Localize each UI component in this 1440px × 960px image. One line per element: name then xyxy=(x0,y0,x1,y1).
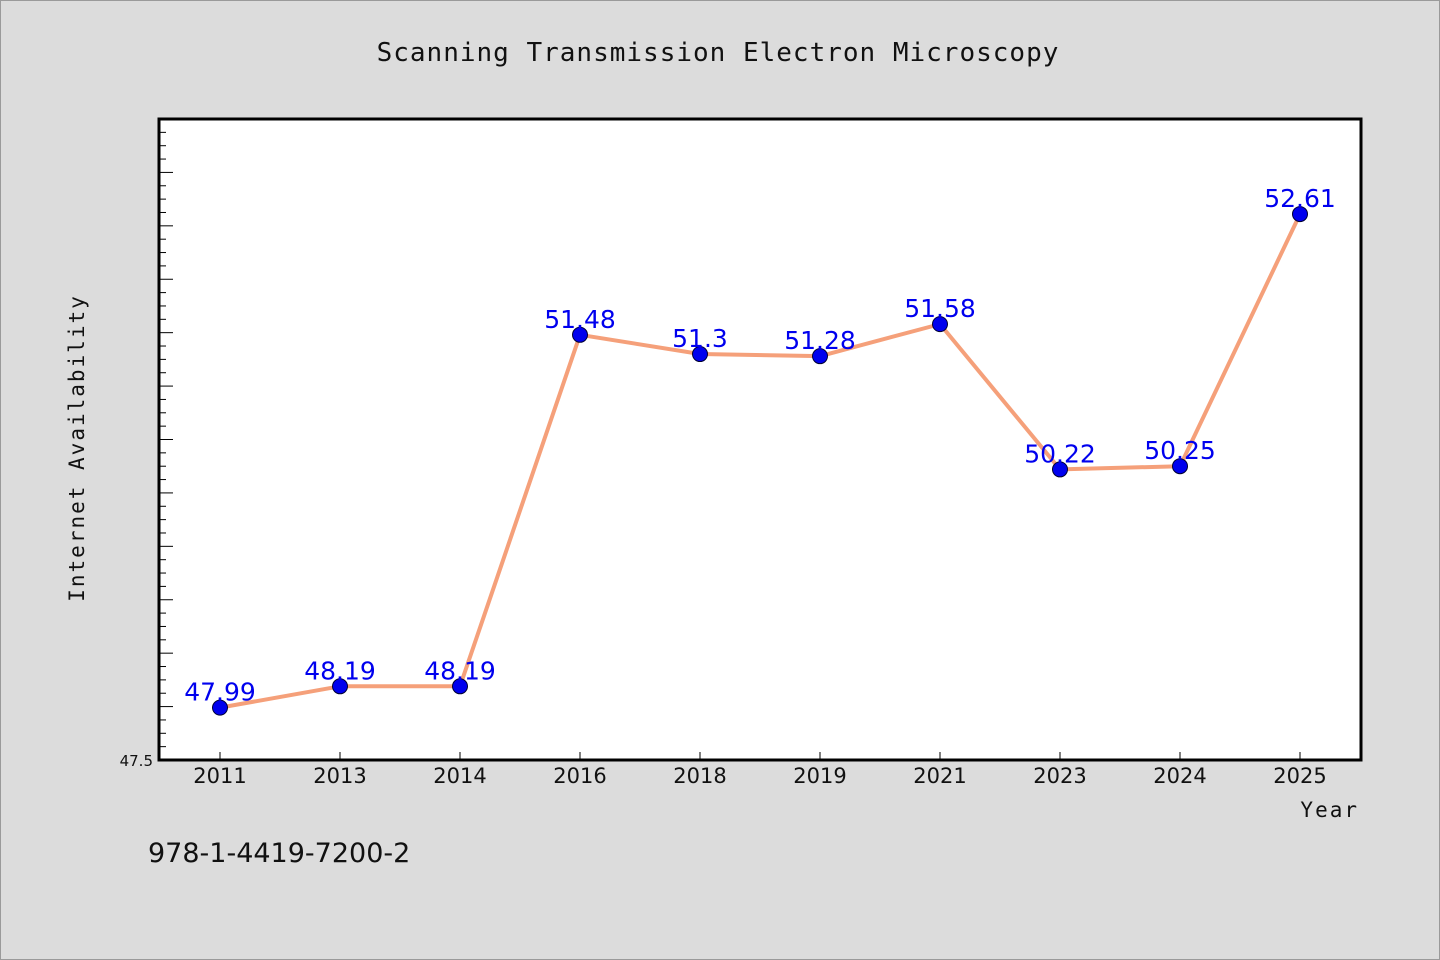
data-point xyxy=(1292,206,1308,223)
data-point xyxy=(1052,461,1068,478)
chart-title: Scanning Transmission Electron Microscop… xyxy=(377,38,1060,68)
series-line xyxy=(218,212,1302,710)
x-tick-label: 2023 xyxy=(1033,764,1086,788)
data-label: 51.48 xyxy=(544,305,616,334)
x-tick-label: 2016 xyxy=(553,764,606,788)
data-label: 51.3 xyxy=(672,324,728,353)
data-label: 51.28 xyxy=(784,326,856,355)
data-point xyxy=(452,678,468,695)
x-tick-label: 2013 xyxy=(313,764,366,788)
data-label: 48.19 xyxy=(424,656,496,685)
data-point xyxy=(332,678,348,695)
data-label: 48.19 xyxy=(304,656,376,685)
y-tick-label: 47.5 xyxy=(120,752,153,770)
series-layer: 47.99 48.19 48.19 51.48 51.3 51.28 51.58 50.22 5… xyxy=(184,184,1336,716)
data-label: 52.61 xyxy=(1264,184,1336,213)
data-point xyxy=(572,326,588,343)
plot-area xyxy=(157,117,1363,762)
x-tick-label: 2018 xyxy=(673,764,726,788)
data-label: 50.25 xyxy=(1144,436,1216,465)
x-tick-label: 2014 xyxy=(433,764,486,788)
data-point xyxy=(1172,458,1188,475)
x-tick-label: 2021 xyxy=(913,764,966,788)
data-label: 50.22 xyxy=(1024,439,1096,468)
isbn-footer: 978-1-4419-7200-2 xyxy=(148,838,410,869)
data-point xyxy=(932,316,948,333)
y-axis-label: Internet Availability xyxy=(65,294,89,602)
x-axis-ticks: 2011 2013 2014 2016 2018 2019 2021 2023 2024 2025 xyxy=(193,752,1327,788)
data-label: 51.58 xyxy=(904,294,976,323)
data-label: 47.99 xyxy=(184,678,256,707)
data-point xyxy=(812,348,828,365)
y-axis-ticks xyxy=(159,118,173,761)
x-axis-label: Year xyxy=(1300,798,1359,822)
data-point xyxy=(692,346,708,363)
x-tick-label: 2011 xyxy=(193,764,246,788)
data-point xyxy=(212,699,228,716)
x-tick-label: 2024 xyxy=(1153,764,1206,788)
x-tick-label: 2025 xyxy=(1273,764,1326,788)
x-tick-label: 2019 xyxy=(793,764,846,788)
